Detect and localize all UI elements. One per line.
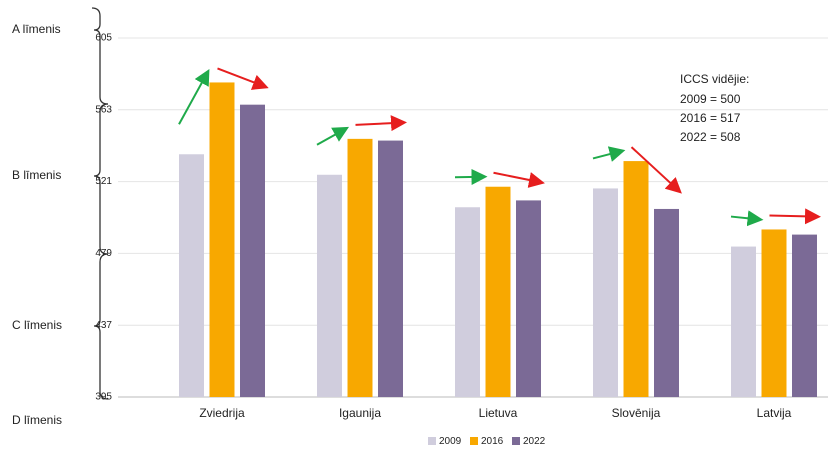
bar [240, 104, 265, 398]
y-tick-label: 479 [95, 248, 112, 259]
legend-label: 2009 [439, 436, 462, 447]
trend-arrow [217, 67, 269, 90]
bar [623, 161, 649, 397]
trend-arrow [316, 126, 349, 146]
legend-swatch [512, 437, 520, 445]
legend-swatch [428, 437, 436, 445]
bar [792, 234, 817, 397]
trend-arrow [454, 168, 488, 185]
trend-arrow [493, 171, 545, 188]
bar [593, 188, 618, 397]
level-label: D līmenis [12, 413, 62, 427]
x-tick-label: Igaunija [339, 406, 381, 420]
trend-arrow [730, 210, 764, 227]
bar [516, 200, 541, 397]
bar [731, 246, 756, 397]
bar [455, 207, 480, 397]
bar [317, 174, 342, 397]
legend-label: 2022 [523, 436, 546, 447]
y-tick-label: 563 [95, 104, 112, 115]
legend-label: 2016 [481, 436, 504, 447]
y-tick-label: 395 [95, 392, 112, 403]
annotation: 2016 = 517 [680, 111, 741, 125]
bar [654, 208, 679, 397]
bar [485, 186, 511, 397]
y-tick-label: 605 [95, 33, 112, 44]
annotation: 2009 = 500 [680, 92, 741, 106]
x-tick-label: Latvija [757, 406, 792, 420]
trend-arrow [769, 208, 821, 225]
trend-arrow [592, 146, 626, 162]
level-label: C līmenis [12, 318, 62, 332]
y-tick-label: 521 [95, 176, 112, 187]
bar [179, 154, 204, 397]
annotation: 2022 = 508 [680, 130, 741, 144]
x-tick-label: Zviedrija [199, 406, 245, 420]
x-tick-label: Slovēnija [612, 406, 661, 420]
level-label: A līmenis [12, 22, 61, 36]
annotation: ICCS vidējie: [680, 72, 749, 86]
bar [347, 138, 373, 397]
brace-b [93, 103, 109, 255]
brace-c [93, 253, 109, 400]
x-tick-label: Lietuva [479, 406, 518, 420]
bar [378, 140, 403, 398]
brace-a [91, 7, 109, 105]
bar [209, 82, 235, 397]
legend-swatch [470, 437, 478, 445]
y-tick-label: 437 [95, 320, 112, 331]
trend-arrow [178, 68, 210, 125]
trend-arrow [355, 115, 407, 132]
level-braces [91, 7, 109, 400]
bar [761, 229, 787, 397]
trend-arrow [630, 146, 682, 194]
level-label: B līmenis [12, 168, 61, 182]
